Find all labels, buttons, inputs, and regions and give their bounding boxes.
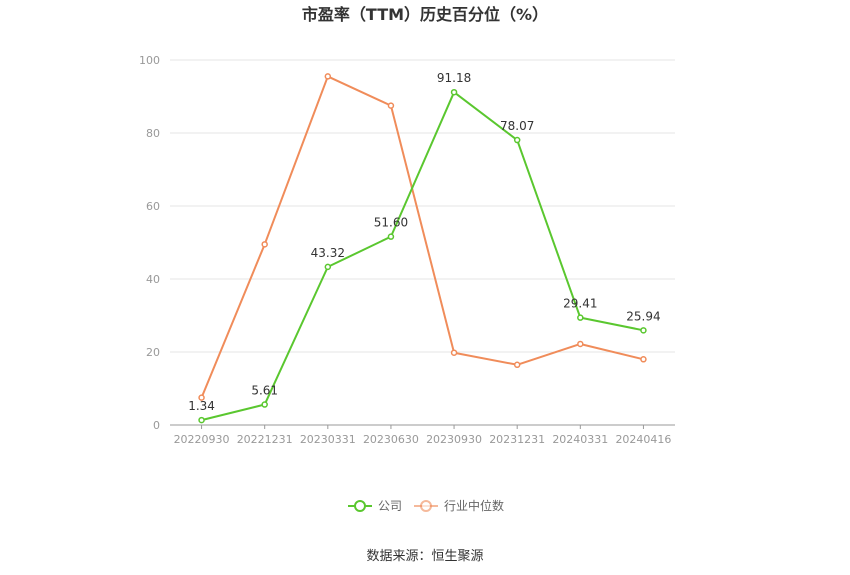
data-point[interactable] (640, 356, 647, 363)
data-point[interactable] (324, 73, 332, 80)
y-tick-label: 0 (153, 419, 160, 432)
series-layer (198, 73, 647, 424)
data-point[interactable] (513, 136, 521, 144)
grid (170, 59, 675, 353)
legend-item-0[interactable]: 公司 (348, 499, 402, 513)
source-note: 数据来源：恒生聚源 (366, 549, 483, 564)
x-tick-label: 20230331 (300, 433, 356, 446)
data-point[interactable] (513, 361, 521, 369)
legend[interactable]: 公司 行业中位数 (348, 498, 504, 513)
data-label: 51.60 (374, 216, 408, 230)
data-label: 78.07 (500, 119, 534, 133)
legend-swatch-marker (420, 500, 432, 512)
data-point[interactable] (324, 263, 332, 271)
data-label: 5.61 (251, 384, 278, 398)
data-point[interactable] (450, 88, 458, 96)
y-tick-label: 20 (146, 346, 160, 359)
data-labels: 1.34 5.61 43.32 51.60 91.18 78.07 29.41 25.94 (188, 71, 660, 413)
y-tick-label: 100 (139, 54, 160, 67)
data-point[interactable] (387, 233, 395, 240)
data-point[interactable] (261, 401, 268, 408)
legend-swatch-marker (354, 500, 366, 512)
legend-item-1[interactable]: 行业中位数 (414, 498, 504, 513)
data-label: 29.41 (563, 297, 597, 311)
y-tick-label: 80 (146, 127, 160, 140)
x-tick-label: 20220930 (174, 433, 230, 446)
series-line-0 (201, 91, 644, 422)
data-label: 91.18 (437, 71, 471, 85)
x-tick-label: 20230930 (426, 433, 482, 446)
data-point[interactable] (198, 416, 205, 424)
data-point[interactable] (261, 241, 268, 248)
y-axis: 0 20 40 60 80 100 (139, 54, 160, 432)
x-tick-label: 20230630 (363, 433, 419, 446)
data-label: 43.32 (311, 246, 345, 260)
series-line-1 (200, 75, 644, 399)
data-point[interactable] (577, 314, 584, 321)
y-tick-label: 40 (146, 273, 160, 286)
y-tick-label: 60 (146, 200, 160, 213)
legend-label: 公司 (378, 499, 402, 513)
data-point[interactable] (198, 394, 205, 401)
data-label: 1.34 (188, 399, 215, 413)
data-point[interactable] (387, 102, 395, 109)
chart-title: 市盈率（TTM）历史百分位（%） (302, 5, 548, 24)
data-point[interactable] (640, 327, 647, 334)
x-axis: 20220930 20221231 20230331 20230630 20230930… (170, 424, 675, 446)
legend-label: 行业中位数 (444, 498, 504, 513)
data-point[interactable] (450, 349, 458, 356)
data-point[interactable] (577, 340, 584, 348)
data-label: 25.94 (626, 309, 660, 323)
x-tick-label: 20240331 (552, 433, 608, 446)
x-tick-label: 20231231 (489, 433, 545, 446)
x-tick-label: 20240416 (615, 433, 671, 446)
x-tick-label: 20221231 (237, 433, 293, 446)
